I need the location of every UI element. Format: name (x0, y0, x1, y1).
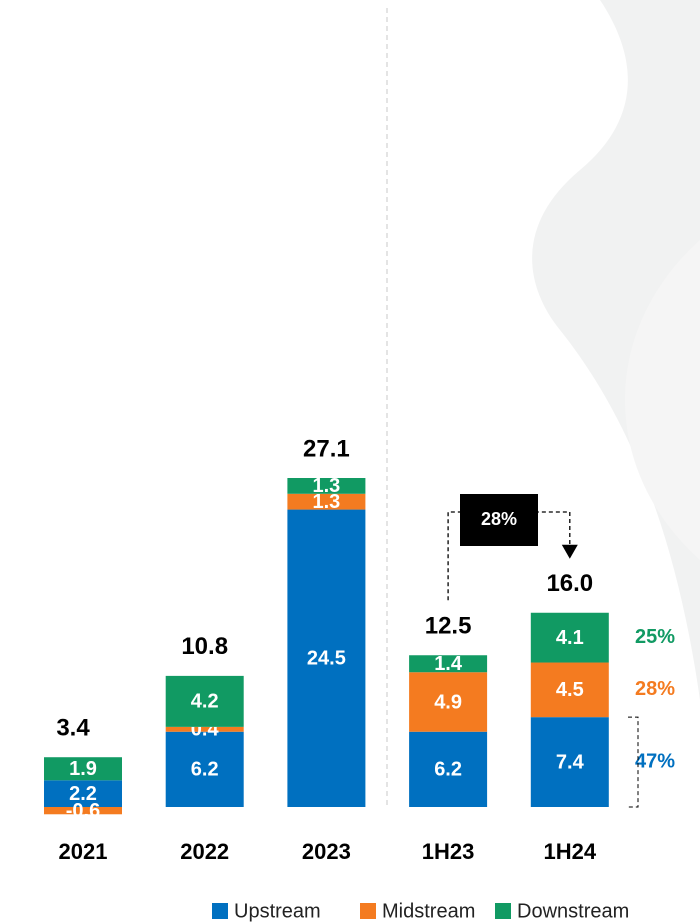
legend-label: Upstream (234, 900, 321, 922)
total-label: 12.5 (425, 613, 472, 640)
legend-swatch (495, 903, 511, 919)
value-label: 1.4 (434, 653, 463, 675)
legend-label: Midstream (382, 900, 475, 922)
bar-segment (44, 780, 122, 807)
bar-segment (165, 726, 244, 732)
arrow-head (561, 544, 578, 559)
value-label: 6.2 (434, 759, 462, 781)
value-label: 1.3 (312, 475, 340, 497)
share-label: 47% (635, 750, 675, 772)
legend-label: Downstream (517, 900, 629, 922)
bar-segment (44, 807, 122, 815)
total-label: 16.0 (546, 570, 593, 597)
legend-swatch (360, 903, 376, 919)
bar-segment (409, 731, 488, 807)
x-tick-label: 1H24 (544, 839, 597, 864)
x-tick-label: 2021 (59, 839, 108, 864)
value-label: 4.1 (556, 627, 584, 649)
share-label: 25% (635, 626, 675, 648)
value-label: 6.2 (191, 759, 219, 781)
value-label: 4.9 (434, 691, 462, 713)
background-decor (532, 0, 700, 700)
bar-segment (287, 493, 366, 510)
background-decor (625, 240, 700, 560)
bar-segment (530, 612, 609, 663)
value-label: 24.5 (307, 648, 346, 670)
x-tick-label: 2023 (302, 839, 351, 864)
x-tick-label: 2022 (180, 839, 229, 864)
value-label: 2.2 (69, 783, 97, 805)
bar-segment (44, 757, 122, 781)
value-label: -0.6 (66, 800, 100, 822)
total-label: 3.4 (56, 715, 90, 742)
bar-segment (287, 509, 366, 807)
bar-segment (409, 655, 488, 673)
bar-segment (530, 662, 609, 718)
legend-swatch (212, 903, 228, 919)
x-tick-label: 1H23 (422, 839, 475, 864)
growth-label: 28% (481, 509, 517, 529)
bar-segment (287, 478, 366, 494)
bar-segment (165, 675, 244, 727)
growth-box (460, 494, 538, 546)
value-label: 4.2 (191, 691, 219, 713)
bar-segment (409, 672, 488, 732)
plot: 2.2-0.61.93.420216.20.44.210.8202224.51.… (44, 435, 675, 922)
value-label: 7.4 (556, 751, 585, 773)
bar-segment (530, 717, 609, 807)
value-label: 1.9 (69, 758, 97, 780)
total-label: 10.8 (181, 633, 228, 660)
total-label: 27.1 (303, 435, 350, 462)
bar-segment (165, 731, 244, 807)
value-label: 1.3 (312, 491, 340, 513)
value-label: 4.5 (556, 679, 584, 701)
share-label: 28% (635, 678, 675, 700)
